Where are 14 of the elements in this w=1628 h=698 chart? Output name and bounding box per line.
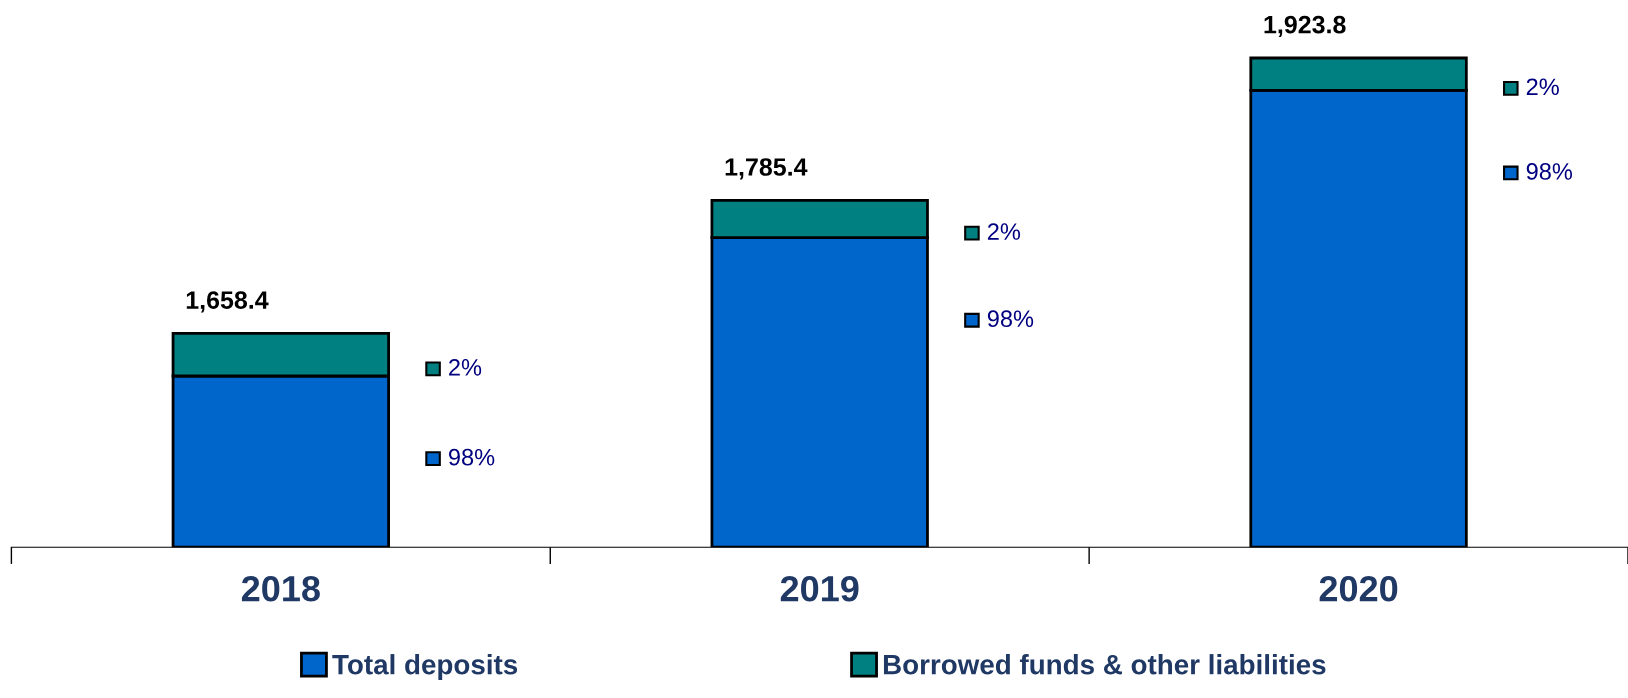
- legend-label: Total deposits: [332, 654, 518, 680]
- x-tick-label: 2019: [780, 575, 859, 602]
- annotation: 2%: [987, 223, 1021, 240]
- x-tick-label: 2018: [241, 575, 320, 602]
- annotation: 1,785.4: [725, 158, 808, 180]
- annotation: 2%: [1526, 78, 1559, 96]
- legend-label: Borrowed funds & other liabilities: [883, 654, 1326, 675]
- annotation: 1,658.4: [186, 291, 269, 313]
- annotation: 98%: [448, 448, 495, 466]
- annotation: 98%: [987, 310, 1034, 328]
- x-tick-label: 2020: [1319, 575, 1398, 602]
- annotation: 98%: [1526, 163, 1573, 180]
- annotation: 2%: [449, 359, 482, 376]
- text: 1,923.8: [1264, 15, 1346, 38]
